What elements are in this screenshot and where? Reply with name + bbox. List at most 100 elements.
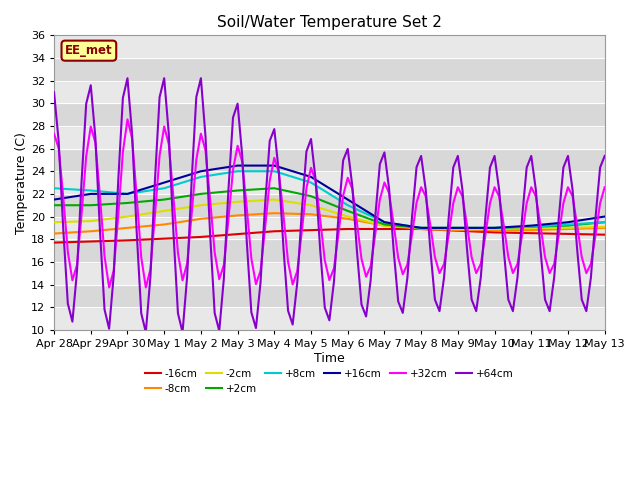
+32cm [431, 254, 439, 260]
+8cm [417, 225, 425, 231]
+64cm [293, 280, 301, 286]
+8cm [431, 225, 439, 231]
+2cm [289, 189, 296, 195]
+2cm [50, 203, 58, 208]
-2cm [454, 226, 461, 232]
+2cm [105, 201, 113, 207]
Legend: -16cm, -8cm, -2cm, +2cm, +8cm, +16cm, +32cm, +64cm: -16cm, -8cm, -2cm, +2cm, +8cm, +16cm, +3… [141, 365, 518, 398]
-8cm [289, 211, 296, 216]
Title: Soil/Water Temperature Set 2: Soil/Water Temperature Set 2 [217, 15, 442, 30]
+16cm [417, 225, 425, 231]
Bar [54, 126, 605, 149]
+8cm [399, 222, 406, 228]
-16cm [399, 226, 406, 232]
+16cm [289, 168, 296, 174]
+32cm [601, 184, 609, 190]
Line: -8cm: -8cm [54, 213, 605, 234]
+64cm [142, 329, 150, 335]
-16cm [284, 228, 292, 234]
-2cm [573, 225, 581, 230]
-2cm [399, 224, 406, 229]
Line: -16cm: -16cm [54, 229, 605, 242]
+32cm [293, 268, 301, 274]
Bar [54, 307, 605, 330]
Line: -2cm: -2cm [54, 200, 605, 229]
Bar [54, 262, 605, 285]
Line: +32cm: +32cm [54, 120, 605, 288]
+16cm [179, 174, 186, 180]
-16cm [569, 231, 577, 237]
-8cm [399, 225, 406, 230]
Line: +64cm: +64cm [54, 78, 605, 332]
+8cm [179, 180, 186, 185]
+8cm [105, 189, 113, 195]
+64cm [105, 326, 113, 332]
+2cm [399, 223, 406, 229]
+8cm [234, 168, 241, 174]
+16cm [234, 163, 241, 168]
-8cm [569, 226, 577, 232]
+2cm [271, 185, 278, 191]
+8cm [289, 174, 296, 180]
-8cm [271, 210, 278, 216]
+32cm [188, 211, 196, 216]
+16cm [105, 191, 113, 197]
-2cm [179, 205, 186, 211]
+32cm [573, 222, 581, 228]
-16cm [179, 235, 186, 240]
+16cm [431, 225, 439, 231]
Bar [54, 36, 605, 58]
+2cm [417, 225, 425, 231]
+32cm [124, 117, 131, 122]
+2cm [179, 194, 186, 200]
+64cm [404, 275, 412, 281]
-2cm [105, 216, 113, 222]
+8cm [573, 221, 581, 227]
Bar [54, 149, 605, 171]
Bar [54, 103, 605, 126]
-2cm [601, 224, 609, 229]
Bar [54, 239, 605, 262]
+16cm [601, 214, 609, 219]
-8cm [426, 227, 434, 232]
Bar [54, 194, 605, 216]
-16cm [601, 232, 609, 238]
+16cm [50, 197, 58, 203]
+8cm [601, 219, 609, 225]
Line: +2cm: +2cm [54, 188, 605, 228]
+32cm [50, 131, 58, 137]
Bar [54, 285, 605, 307]
Bar [54, 171, 605, 194]
+32cm [404, 262, 412, 267]
Bar [54, 58, 605, 81]
-2cm [271, 197, 278, 203]
+2cm [431, 225, 439, 231]
-2cm [426, 225, 434, 231]
-16cm [426, 227, 434, 232]
Text: EE_met: EE_met [65, 44, 113, 57]
Bar [54, 216, 605, 239]
-8cm [50, 231, 58, 237]
+32cm [105, 285, 113, 290]
-2cm [289, 200, 296, 205]
+32cm [110, 268, 118, 274]
-8cm [179, 219, 186, 225]
-8cm [105, 227, 113, 232]
-16cm [105, 238, 113, 244]
-8cm [601, 225, 609, 231]
+16cm [399, 222, 406, 228]
+64cm [124, 75, 131, 81]
-16cm [50, 240, 58, 245]
+64cm [50, 89, 58, 95]
+2cm [601, 219, 609, 225]
+64cm [573, 246, 581, 252]
Bar [54, 81, 605, 103]
Y-axis label: Temperature (C): Temperature (C) [15, 132, 28, 233]
+64cm [601, 153, 609, 159]
+64cm [188, 177, 196, 182]
+8cm [50, 185, 58, 191]
-2cm [50, 219, 58, 225]
Line: +8cm: +8cm [54, 171, 605, 228]
X-axis label: Time: Time [314, 352, 345, 365]
+64cm [431, 297, 439, 302]
